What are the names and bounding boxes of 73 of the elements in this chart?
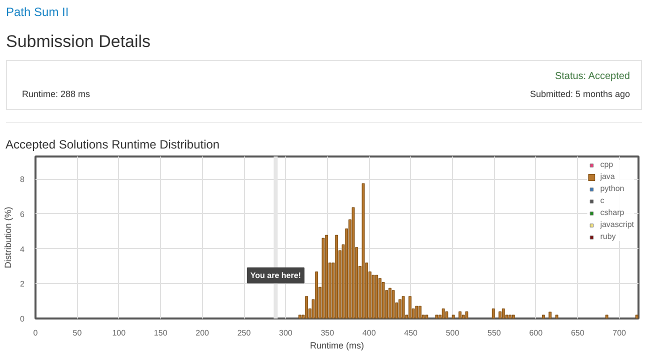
bar bbox=[442, 308, 445, 318]
bar bbox=[388, 288, 392, 318]
x-tick-label: 550 bbox=[488, 328, 502, 338]
x-tick-label: 500 bbox=[446, 328, 460, 338]
legend-label: ruby bbox=[600, 232, 617, 241]
legend-label: javascript bbox=[600, 220, 634, 229]
bar bbox=[392, 290, 395, 318]
bar bbox=[492, 308, 495, 318]
x-tick-label: 350 bbox=[320, 328, 335, 338]
bar bbox=[445, 311, 448, 318]
text: Status: Accepted bbox=[554, 70, 630, 84]
bar bbox=[542, 314, 545, 318]
ref-line-label: You are here! bbox=[250, 270, 301, 280]
chart-title: Accepted Solutions Runtime Distribution bbox=[6, 138, 220, 152]
bar bbox=[498, 311, 502, 318]
bar bbox=[378, 278, 382, 318]
x-tick-label: 450 bbox=[404, 328, 418, 338]
bar bbox=[408, 296, 412, 318]
bar bbox=[502, 308, 505, 318]
x-axis-title: Runtime (ms) bbox=[310, 340, 364, 350]
x-tick-label: 400 bbox=[362, 328, 376, 338]
x-tick-label: 700 bbox=[612, 328, 627, 338]
bar bbox=[465, 311, 468, 318]
bar bbox=[315, 272, 318, 318]
text: Submitted: 5 months ago bbox=[530, 88, 630, 101]
legend-label: csharp bbox=[600, 208, 624, 217]
bar bbox=[362, 183, 365, 318]
bar bbox=[398, 299, 402, 318]
x-tick-label: 200 bbox=[196, 328, 210, 338]
x-tick-label: 100 bbox=[112, 328, 126, 338]
bar bbox=[415, 306, 418, 318]
bar bbox=[305, 296, 308, 318]
bar bbox=[375, 274, 378, 318]
bar bbox=[635, 314, 638, 318]
bar bbox=[452, 314, 455, 318]
x-tick-label: 300 bbox=[279, 328, 293, 338]
legend-label: java bbox=[600, 172, 616, 181]
text: Runtime: 288 ms bbox=[22, 88, 90, 101]
legend-label: c bbox=[600, 196, 606, 205]
bar bbox=[402, 296, 405, 318]
legend-label: cpp bbox=[600, 160, 614, 169]
y-tick-label: 2 bbox=[20, 280, 26, 289]
bar bbox=[462, 314, 465, 318]
x-tick-label: 650 bbox=[570, 328, 585, 338]
y-tick-label: 4 bbox=[20, 244, 26, 254]
bar bbox=[335, 234, 338, 318]
x-tick-label: 0 bbox=[33, 328, 38, 338]
bar bbox=[435, 314, 438, 318]
bar bbox=[352, 207, 355, 318]
x-tick-label: 600 bbox=[529, 328, 544, 338]
y-tick-label: 0 bbox=[20, 314, 26, 324]
x-tick-label: 150 bbox=[154, 328, 168, 338]
bar bbox=[298, 314, 302, 318]
y-tick-label: 6 bbox=[20, 210, 26, 219]
bar bbox=[548, 312, 552, 318]
bar bbox=[605, 314, 608, 318]
bar bbox=[425, 314, 428, 318]
text: Submission Details bbox=[6, 31, 151, 53]
y-axis-title: Distribution (%) bbox=[3, 206, 14, 268]
bar bbox=[382, 282, 385, 318]
legend-label: python bbox=[600, 184, 624, 193]
bar bbox=[458, 311, 462, 318]
bar bbox=[508, 314, 512, 318]
x-tick-label: 250 bbox=[237, 328, 252, 338]
bar bbox=[325, 234, 328, 318]
bar bbox=[322, 238, 325, 318]
bar bbox=[555, 314, 558, 318]
text: Path Sum II bbox=[6, 4, 69, 21]
x-tick-label: 50 bbox=[72, 328, 82, 338]
bar bbox=[372, 274, 375, 318]
bar bbox=[418, 306, 422, 318]
bar bbox=[512, 314, 515, 318]
y-tick-label: 8 bbox=[20, 175, 26, 184]
